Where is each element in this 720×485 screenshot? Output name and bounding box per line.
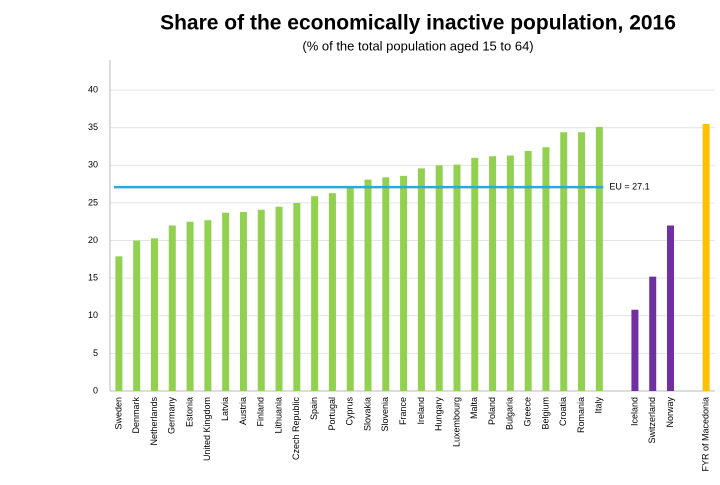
y-tick-label: 30 xyxy=(88,160,98,170)
bar xyxy=(382,177,390,391)
x-tick-label: Slovakia xyxy=(362,397,372,431)
bar xyxy=(400,175,408,391)
x-tick-label: Cyprus xyxy=(345,397,355,426)
bar xyxy=(346,187,354,391)
bar xyxy=(578,132,586,391)
y-tick-label: 10 xyxy=(88,310,98,320)
bar xyxy=(702,123,710,392)
x-tick-label: Estonia xyxy=(184,397,194,427)
x-tick-label: Ireland xyxy=(416,397,426,425)
bar xyxy=(506,155,514,391)
x-tick-label: Iceland xyxy=(629,397,639,426)
bar xyxy=(595,126,603,391)
bar xyxy=(204,220,212,391)
x-tick-label: Croatia xyxy=(558,397,568,426)
chart-subtitle: (% of the total population aged 15 to 64… xyxy=(302,38,533,53)
y-tick-label: 0 xyxy=(93,385,98,395)
y-tick-label: 35 xyxy=(88,122,98,132)
bar xyxy=(257,209,265,391)
bar xyxy=(560,132,568,391)
x-tick-label: Greece xyxy=(523,397,533,427)
bar xyxy=(649,276,657,391)
bar xyxy=(186,221,194,391)
y-tick-label: 40 xyxy=(88,84,98,94)
x-tick-label: Belgium xyxy=(540,397,550,430)
chart-title: Share of the economically inactive popul… xyxy=(160,12,676,35)
x-tick-label: Czech Republic xyxy=(291,397,301,461)
bar xyxy=(471,157,479,391)
x-tick-label: Austria xyxy=(238,397,248,425)
x-tick-label: FYR of Macedonia xyxy=(700,397,710,472)
x-tick-label: Spain xyxy=(309,397,319,420)
x-tick-label: Malta xyxy=(469,397,479,419)
x-tick-label: Romania xyxy=(576,397,586,433)
x-tick-label: Luxembourg xyxy=(451,397,461,447)
x-tick-label: Lithuania xyxy=(273,397,283,434)
bar xyxy=(489,156,497,391)
x-tick-label: Netherlands xyxy=(149,397,159,446)
y-tick-label: 25 xyxy=(88,197,98,207)
x-tick-label: United Kingdom xyxy=(202,397,212,461)
y-tick-label: 5 xyxy=(93,348,98,358)
bar xyxy=(311,196,319,391)
x-tick-label: Norway xyxy=(665,397,675,428)
bar xyxy=(435,165,443,391)
x-tick-label: Poland xyxy=(487,397,497,425)
bar xyxy=(364,179,372,391)
bar xyxy=(453,164,461,391)
x-tick-label: Sweden xyxy=(113,397,123,430)
x-tick-label: Finland xyxy=(256,397,266,427)
reference-label: EU = 27.1 xyxy=(609,182,649,192)
bar xyxy=(524,151,532,391)
bar xyxy=(168,225,176,391)
x-tick-label: Italy xyxy=(594,397,604,414)
x-tick-label: Hungary xyxy=(434,397,444,432)
bar xyxy=(133,240,141,391)
bar xyxy=(222,212,230,391)
bar xyxy=(275,206,283,391)
y-tick-label: 20 xyxy=(88,235,98,245)
bar xyxy=(115,256,123,391)
bar xyxy=(328,193,336,391)
bar xyxy=(667,225,675,391)
x-tick-label: Slovenia xyxy=(380,397,390,432)
bar xyxy=(542,147,550,391)
bar xyxy=(239,211,247,391)
x-tick-label: Denmark xyxy=(131,397,141,434)
x-tick-label: Latvia xyxy=(220,397,230,421)
bar xyxy=(150,238,158,391)
x-tick-label: Germany xyxy=(167,397,177,435)
bar xyxy=(417,168,425,391)
y-tick-label: 15 xyxy=(88,273,98,283)
bar xyxy=(631,309,639,391)
x-tick-label: Switzerland xyxy=(647,397,657,444)
x-tick-label: Bulgaria xyxy=(505,397,515,430)
bar xyxy=(293,202,301,391)
x-tick-label: France xyxy=(398,397,408,425)
x-tick-label: Portugal xyxy=(327,397,337,431)
